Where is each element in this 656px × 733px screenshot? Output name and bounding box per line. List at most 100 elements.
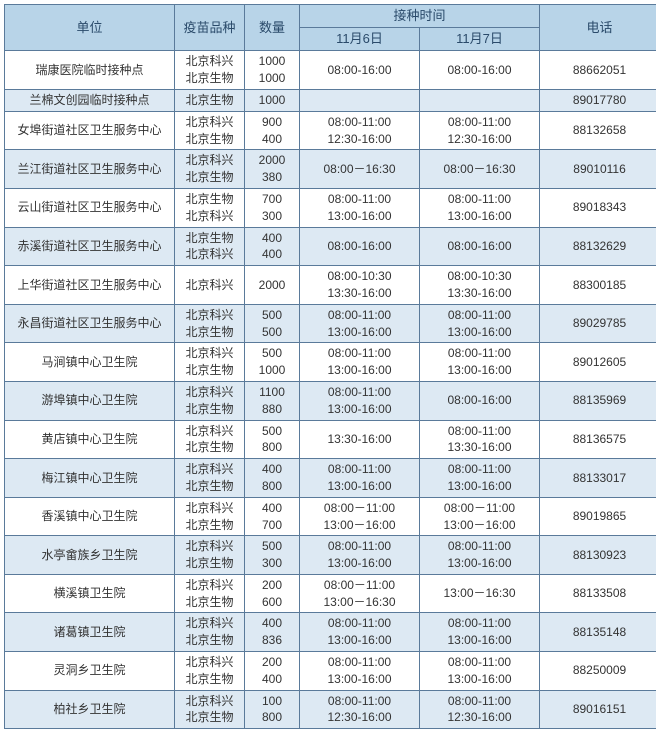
table-row: 灵洞乡卫生院北京科兴北京生物20040008:00-11:0013:00-16:… — [5, 652, 656, 691]
vaccine-cell: 北京科兴北京生物 — [175, 304, 245, 343]
qty-cell: 5001000 — [245, 343, 300, 382]
table-row: 永昌街道社区卫生服务中心北京科兴北京生物50050008:00-11:0013:… — [5, 304, 656, 343]
unit-cell: 永昌街道社区卫生服务中心 — [5, 304, 175, 343]
header-unit: 单位 — [5, 5, 175, 51]
table-row: 女埠街道社区卫生服务中心北京科兴北京生物900400 08:00-11:0012:… — [5, 111, 656, 150]
time1-cell: 08:00-11:0013:00-16:00 — [300, 613, 420, 652]
qty-cell: 200600 — [245, 574, 300, 613]
phone-cell: 88300185 — [540, 266, 656, 305]
phone-cell: 88135969 — [540, 381, 656, 420]
time1-cell: 08:00-16:00 — [300, 227, 420, 266]
qty-cell: 700300 — [245, 188, 300, 227]
phone-cell: 89029785 — [540, 304, 656, 343]
qty-cell: 400800 — [245, 459, 300, 498]
time1-cell: 08:00-10:3013:30-16:00 — [300, 266, 420, 305]
phone-cell: 88135148 — [540, 613, 656, 652]
table-row: 上华街道社区卫生服务中心北京科兴200008:00-10:3013:30-16:… — [5, 266, 656, 305]
qty-cell: 2000380 — [245, 150, 300, 189]
unit-cell: 瑞康医院临时接种点 — [5, 51, 175, 90]
qty-cell: 900400 — [245, 111, 300, 150]
vaccine-cell: 北京科兴北京生物 — [175, 343, 245, 382]
phone-cell: 88136575 — [540, 420, 656, 459]
unit-cell: 香溪镇中心卫生院 — [5, 497, 175, 536]
header-phone: 电话 — [540, 5, 656, 51]
time2-cell: 08:00-11:0013:00-16:00 — [420, 652, 540, 691]
unit-cell: 马涧镇中心卫生院 — [5, 343, 175, 382]
qty-cell: 1000 — [245, 89, 300, 111]
time2-cell: 13:00－16:30 — [420, 574, 540, 613]
time2-cell: 08:00-11:0012:30-16:00 — [420, 111, 540, 150]
time2-cell: 08:00-11:0013:00-16:00 — [420, 459, 540, 498]
unit-cell: 梅江镇中心卫生院 — [5, 459, 175, 498]
table-row: 梅江镇中心卫生院北京科兴北京生物40080008:00-11:0013:00-1… — [5, 459, 656, 498]
phone-cell: 88132658 — [540, 111, 656, 150]
time1-cell: 13:30-16:00 — [300, 420, 420, 459]
unit-cell: 女埠街道社区卫生服务中心 — [5, 111, 175, 150]
time2-cell: 08:00-11:0013:00-16:00 — [420, 536, 540, 575]
unit-cell: 游埠镇中心卫生院 — [5, 381, 175, 420]
table-row: 诸葛镇卫生院北京科兴北京生物40083608:00-11:0013:00-16:… — [5, 613, 656, 652]
qty-cell: 500300 — [245, 536, 300, 575]
phone-cell: 88133508 — [540, 574, 656, 613]
unit-cell: 横溪镇卫生院 — [5, 574, 175, 613]
table-row: 横溪镇卫生院北京科兴北京生物20060008:00－11:0013:00－16:… — [5, 574, 656, 613]
table-row: 黄店镇中心卫生院北京科兴北京生物50080013:30-16:0008:00-1… — [5, 420, 656, 459]
qty-cell: 500500 — [245, 304, 300, 343]
qty-cell: 500800 — [245, 420, 300, 459]
time2-cell: 08:00-11:0012:30-16:00 — [420, 690, 540, 729]
vaccine-cell: 北京科兴北京生物 — [175, 497, 245, 536]
time1-cell: 08:00-11:0013:00-16:00 — [300, 536, 420, 575]
table-row: 兰棉文创园临时接种点北京生物100089017780 — [5, 89, 656, 111]
time2-cell: 08:00-11:0013:00-16:00 — [420, 188, 540, 227]
vaccine-cell: 北京科兴北京生物 — [175, 111, 245, 150]
time1-cell: 08:00-11:0013:00-16:00 — [300, 459, 420, 498]
time2-cell: 08:00-16:00 — [420, 227, 540, 266]
vaccine-cell: 北京科兴北京生物 — [175, 150, 245, 189]
time2-cell: 08:00-10:3013:30-16:00 — [420, 266, 540, 305]
qty-cell: 10001000 — [245, 51, 300, 90]
phone-cell: 89017780 — [540, 89, 656, 111]
phone-cell: 88133017 — [540, 459, 656, 498]
vaccine-cell: 北京科兴北京生物 — [175, 51, 245, 90]
time1-cell: 08:00-11:0013:00-16:00 — [300, 343, 420, 382]
unit-cell: 灵洞乡卫生院 — [5, 652, 175, 691]
time1-cell: 08:00-11:0013:00-16:00 — [300, 304, 420, 343]
vaccine-cell: 北京科兴 — [175, 266, 245, 305]
time1-cell: 08:00-11:0012:30-16:00 — [300, 690, 420, 729]
vaccine-schedule-table: 单位 疫苗品种 数量 接种时间 电话 11月6日 11月7日 瑞康医院临时接种点… — [4, 4, 656, 729]
qty-cell: 400836 — [245, 613, 300, 652]
unit-cell: 兰江街道社区卫生服务中心 — [5, 150, 175, 189]
table-row: 赤溪街道社区卫生服务中心北京生物北京科兴40040008:00-16:0008:… — [5, 227, 656, 266]
time2-cell: 08:00－16:30 — [420, 150, 540, 189]
time1-cell: 08:00－11:0013:00－16:30 — [300, 574, 420, 613]
phone-cell: 88250009 — [540, 652, 656, 691]
table-row: 瑞康医院临时接种点北京科兴北京生物1000100008:00-16:0008:0… — [5, 51, 656, 90]
unit-cell: 兰棉文创园临时接种点 — [5, 89, 175, 111]
phone-cell: 89019865 — [540, 497, 656, 536]
table-body: 瑞康医院临时接种点北京科兴北京生物1000100008:00-16:0008:0… — [5, 51, 656, 729]
phone-cell: 88662051 — [540, 51, 656, 90]
qty-cell: 100800 — [245, 690, 300, 729]
vaccine-cell: 北京科兴北京生物 — [175, 536, 245, 575]
qty-cell: 400700 — [245, 497, 300, 536]
qty-cell: 2000 — [245, 266, 300, 305]
vaccine-cell: 北京生物北京科兴 — [175, 188, 245, 227]
phone-cell: 89016151 — [540, 690, 656, 729]
time2-cell — [420, 89, 540, 111]
unit-cell: 上华街道社区卫生服务中心 — [5, 266, 175, 305]
unit-cell: 柏社乡卫生院 — [5, 690, 175, 729]
vaccine-cell: 北京生物北京科兴 — [175, 227, 245, 266]
table-row: 云山街道社区卫生服务中心北京生物北京科兴70030008:00-11:0013:… — [5, 188, 656, 227]
time1-cell — [300, 89, 420, 111]
qty-cell: 1100880 — [245, 381, 300, 420]
vaccine-cell: 北京科兴北京生物 — [175, 381, 245, 420]
header-time: 接种时间 — [300, 5, 540, 28]
unit-cell: 水亭畲族乡卫生院 — [5, 536, 175, 575]
time2-cell: 08:00-11:0013:00-16:00 — [420, 343, 540, 382]
vaccine-cell: 北京科兴北京生物 — [175, 420, 245, 459]
table-row: 柏社乡卫生院北京科兴北京生物10080008:00-11:0012:30-16:… — [5, 690, 656, 729]
header-date1: 11月6日 — [300, 28, 420, 51]
table-row: 香溪镇中心卫生院北京科兴北京生物400700 08:00－11:0013:00－1… — [5, 497, 656, 536]
time2-cell: 08:00－11:0013:00－16:00 — [420, 497, 540, 536]
table-row: 游埠镇中心卫生院北京科兴北京生物110088008:00-11:0013:00-… — [5, 381, 656, 420]
